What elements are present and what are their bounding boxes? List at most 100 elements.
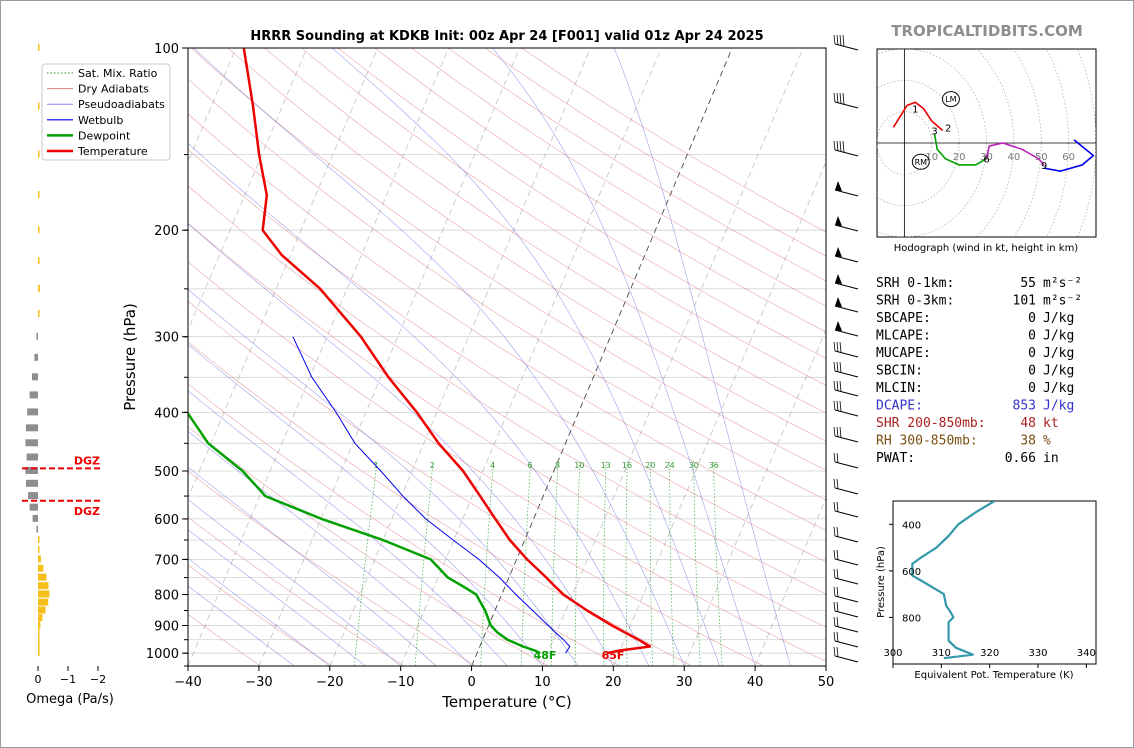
wind-barb [833, 341, 859, 358]
omega-bar [25, 467, 38, 474]
dgz-label: DGZ [74, 454, 100, 467]
wind-barb [833, 568, 859, 585]
isotherm-line [0, 48, 23, 666]
omega-bar [29, 391, 38, 399]
dry-adiabat-line [188, 78, 826, 501]
pseudoadiabat-line [188, 499, 401, 666]
hodograph-height-label: 6 [983, 155, 989, 166]
legend-entry: Dewpoint [78, 129, 131, 142]
wind-barb [833, 646, 859, 663]
wind-barb [834, 216, 859, 232]
mixing-ratio-label: 36 [709, 461, 719, 470]
omega-bar [25, 439, 38, 447]
index-unit: m²s⁻² [1043, 276, 1082, 291]
index-label: RH 300-850mb: [876, 434, 978, 449]
skewt-x-tick-label: −20 [316, 675, 343, 690]
omega-bar [38, 628, 40, 636]
index-unit: J/kg [1043, 364, 1074, 379]
wind-barb [833, 426, 859, 443]
skewt-x-ticks: −40 −30 −20 −10 0 10 20 30 40 50 [174, 666, 834, 690]
skewt-y-tick-label: 1000 [146, 647, 179, 662]
skewt-x-tick-label: −30 [245, 675, 272, 690]
dry-adiabat-line [188, 564, 333, 666]
index-unit: m²s⁻² [1043, 294, 1082, 309]
omega-bar [38, 590, 50, 598]
hodograph-ring-label: 10 [925, 152, 938, 163]
index-label: SBCAPE: [876, 311, 931, 326]
index-label: SBCIN: [876, 364, 923, 379]
omega-bar [38, 555, 41, 563]
hodograph-segment [933, 133, 987, 166]
index-value: 0 [1028, 381, 1036, 396]
mixing-ratio-label: 4 [490, 461, 495, 470]
index-unit: J/kg [1043, 311, 1074, 326]
dry-adiabat-line [190, 48, 826, 471]
skewt-x-tick-label: −10 [387, 675, 414, 690]
site-brand: TROPICALTIDBITS.COM [891, 22, 1083, 40]
series-temperature [242, 48, 652, 655]
index-value: 101 [1013, 294, 1036, 309]
index-label: SRH 0-1km: [876, 276, 954, 291]
dry-adiabat-line [188, 470, 477, 666]
mixing-ratio-label: 8 [555, 461, 560, 470]
pseudoadiabat-line [188, 529, 366, 666]
skewt-y-tick-label: 500 [154, 465, 179, 480]
omega-x-ticks: 0 −1 −2 [35, 666, 106, 686]
skewt-x-tick-label: 0 [467, 675, 475, 690]
hodograph-segment [985, 142, 1045, 166]
mixing-ratio-line [693, 460, 701, 666]
mixing-ratio-line [669, 460, 675, 666]
hodograph-height-label: 9 [1041, 161, 1047, 172]
wind-barb [833, 92, 859, 109]
omega-bar [38, 226, 40, 234]
index-label: SRH 0-3km: [876, 294, 954, 309]
skewt-x-tick-label: 20 [605, 675, 622, 690]
index-row: SBCAPE: 0 J/kg [876, 311, 1074, 326]
wind-barbs [833, 34, 859, 663]
mixing-ratio-line [414, 460, 434, 666]
pseudoadiabat-line [492, 48, 756, 666]
isotherm-line [258, 48, 520, 666]
theta-e-y-tick-label: 400 [902, 520, 921, 531]
index-row: SRH 0-3km: 101 m²s⁻² [876, 294, 1082, 309]
omega-bar [38, 536, 40, 543]
pseudoadiabat-line [613, 48, 791, 666]
skewt-y-tick-label: 700 [154, 553, 179, 568]
index-unit: J/kg [1043, 346, 1074, 361]
omega-bar [38, 102, 40, 110]
series-wetbulb [292, 336, 571, 654]
omega-bar [27, 408, 38, 416]
mixing-ratio-line [574, 460, 581, 666]
hodograph-segment [892, 101, 944, 132]
surface-dewpoint-label: 48F [534, 649, 557, 662]
dry-adiabat-line [188, 113, 826, 531]
dry-adiabat-line [188, 383, 621, 666]
dry-adiabat-line [188, 341, 692, 666]
omega-x-tick-label: 0 [35, 673, 42, 686]
omega-chart: DGZ DGZ 0 −1 −2 Omega (Pa/s) [22, 44, 114, 707]
skewt-x-tick-label: 50 [818, 675, 835, 690]
wind-barb [833, 452, 859, 469]
skewt-y-tick-label: 600 [154, 513, 179, 528]
wind-barb [833, 549, 859, 566]
pseudoadiabat-line [188, 289, 579, 666]
index-unit: J/kg [1043, 329, 1074, 344]
index-row: MUCAPE: 0 J/kg [876, 346, 1074, 361]
skewt-legend: Sat. Mix. Ratio Dry Adiabats Pseudoadiabat… [41, 63, 171, 161]
omega-bar [26, 424, 38, 432]
omega-bar [38, 284, 40, 292]
pseudoadiabat-line [188, 343, 543, 666]
wind-barb [834, 247, 859, 263]
skewt-x-tick-label: 10 [534, 675, 551, 690]
storm-motion-label: LM [945, 95, 956, 104]
index-row: RH 300-850mb: 38% [876, 434, 1051, 449]
index-row: SRH 0-1km: 55 m²s⁻² [876, 276, 1082, 291]
theta-e-x-label: Equivalent Pot. Temperature (K) [914, 670, 1073, 681]
skewt-x-tick-label: 40 [747, 675, 764, 690]
index-row: MLCIN: 0 J/kg [876, 381, 1074, 396]
wind-barb [833, 631, 859, 648]
skewt-title: HRRR Sounding at KDKB Init: 00z Apr 24 [… [250, 29, 763, 44]
omega-bar [38, 573, 47, 581]
omega-bar [38, 621, 41, 629]
dry-adiabat-line [411, 48, 826, 307]
